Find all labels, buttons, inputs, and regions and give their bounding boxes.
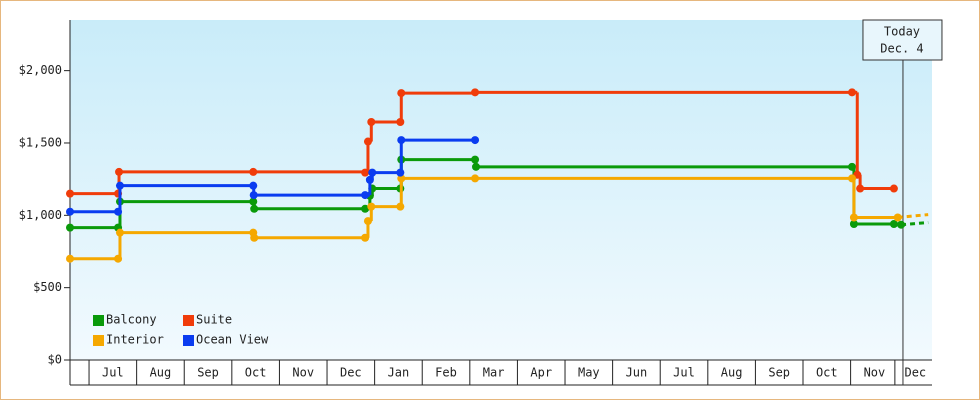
data-point [114,254,123,263]
legend-label: Ocean View [196,333,269,347]
data-point [249,197,258,206]
x-tick-label: Nov [292,366,314,380]
data-point [849,213,858,222]
data-point [849,220,858,228]
x-tick-label: Dec [904,366,926,380]
data-point [361,168,370,177]
data-point [114,207,123,216]
y-tick-label: $500 [33,280,62,294]
legend-swatch [93,315,104,326]
data-point [848,162,857,171]
forecast-line [900,221,929,227]
data-point [396,118,405,126]
y-tick-label: $0 [48,353,62,367]
data-point [396,168,405,177]
data-point [115,181,124,190]
data-point [66,254,74,263]
data-point [367,202,376,211]
data-point [249,167,258,176]
data-point [848,174,857,183]
x-tick-label: Aug [721,366,743,380]
data-point [250,204,259,213]
data-point [471,174,480,183]
legend-swatch [93,335,104,346]
plot-area [70,20,932,360]
x-tick-label: Apr [530,366,552,380]
today-label: Today [884,25,920,39]
y-tick-label: $1,500 [19,135,62,149]
data-point [889,184,898,193]
x-tick-label: Mar [483,366,505,380]
data-point [249,181,258,190]
data-point [856,184,865,193]
today-label: Dec. 4 [880,42,923,56]
x-tick-label: Jan [388,366,410,380]
data-point [115,228,124,237]
y-tick-label: $2,000 [19,63,62,77]
x-tick-label: Oct [245,366,267,380]
data-point [361,191,370,200]
x-tick-label: Feb [435,366,457,380]
x-tick-label: Dec [340,366,362,380]
data-point [363,217,372,226]
today-box [862,19,943,61]
data-point [361,233,370,242]
data-point [897,220,906,229]
data-point [396,202,405,211]
legend-swatch [183,315,194,326]
data-point [471,136,480,145]
x-tick-label: Nov [864,366,886,380]
data-point [368,168,377,177]
data-point [472,162,481,171]
data-point [893,213,902,222]
data-point [471,155,480,164]
data-point [397,136,406,145]
legend-label: Interior [106,333,164,347]
data-point [250,233,259,242]
data-point [367,118,376,126]
x-tick-label: Sep [197,366,219,380]
legend-label: Suite [196,313,232,327]
data-point [115,167,124,176]
y-tick-label: $1,000 [19,208,62,222]
x-tick-label: Sep [768,366,790,380]
x-tick-label: Aug [150,366,172,380]
x-tick-label: Oct [816,366,838,380]
data-point [249,191,258,200]
legend-swatch [183,335,194,346]
x-tick-label: Jun [626,366,648,380]
x-tick-label: Jul [102,366,124,380]
data-point [889,220,898,228]
data-point [363,137,372,146]
data-point [66,223,74,232]
data-point [361,204,370,213]
data-point [848,88,857,97]
data-point [397,89,406,98]
legend-label: Balcony [106,313,157,327]
x-tick-label: May [578,366,600,380]
data-point [66,189,74,198]
data-point [471,88,480,97]
x-tick-label: Jul [673,366,695,380]
data-point [365,175,374,184]
data-point [66,207,74,216]
